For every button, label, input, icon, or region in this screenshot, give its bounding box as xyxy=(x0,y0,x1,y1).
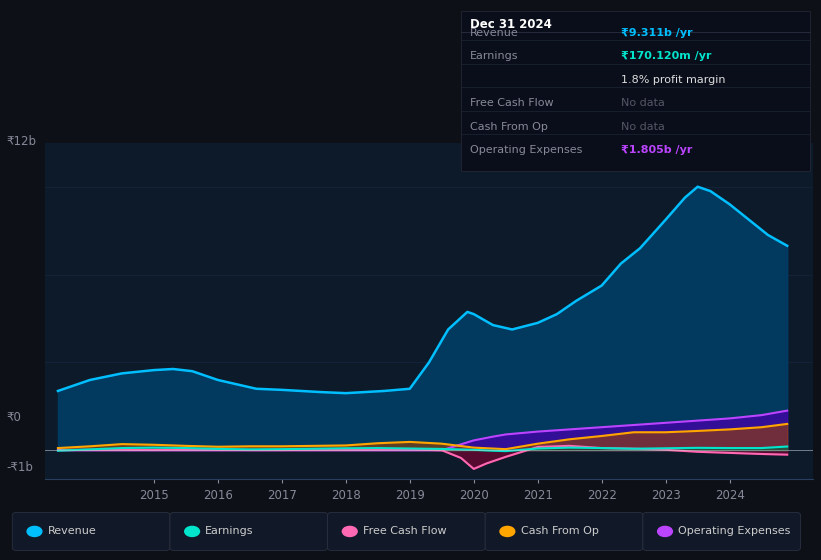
Text: ₹9.311b /yr: ₹9.311b /yr xyxy=(621,27,693,38)
Text: Revenue: Revenue xyxy=(470,27,518,38)
Text: ₹12b: ₹12b xyxy=(7,136,37,148)
Text: ₹0: ₹0 xyxy=(7,410,21,424)
Text: Free Cash Flow: Free Cash Flow xyxy=(470,98,553,108)
Text: Cash From Op: Cash From Op xyxy=(521,526,599,536)
Text: No data: No data xyxy=(621,98,665,108)
Text: Revenue: Revenue xyxy=(48,526,96,536)
Text: Dec 31 2024: Dec 31 2024 xyxy=(470,18,552,31)
Text: Operating Expenses: Operating Expenses xyxy=(470,145,582,155)
Text: -₹1b: -₹1b xyxy=(7,461,34,474)
Text: Cash From Op: Cash From Op xyxy=(470,122,548,132)
Text: No data: No data xyxy=(621,122,665,132)
Text: ₹1.805b /yr: ₹1.805b /yr xyxy=(621,145,693,155)
Text: Earnings: Earnings xyxy=(205,526,254,536)
Text: Free Cash Flow: Free Cash Flow xyxy=(363,526,447,536)
Text: 1.8% profit margin: 1.8% profit margin xyxy=(621,74,726,85)
Text: Earnings: Earnings xyxy=(470,51,518,61)
Text: ₹170.120m /yr: ₹170.120m /yr xyxy=(621,51,712,61)
Text: Operating Expenses: Operating Expenses xyxy=(678,526,791,536)
